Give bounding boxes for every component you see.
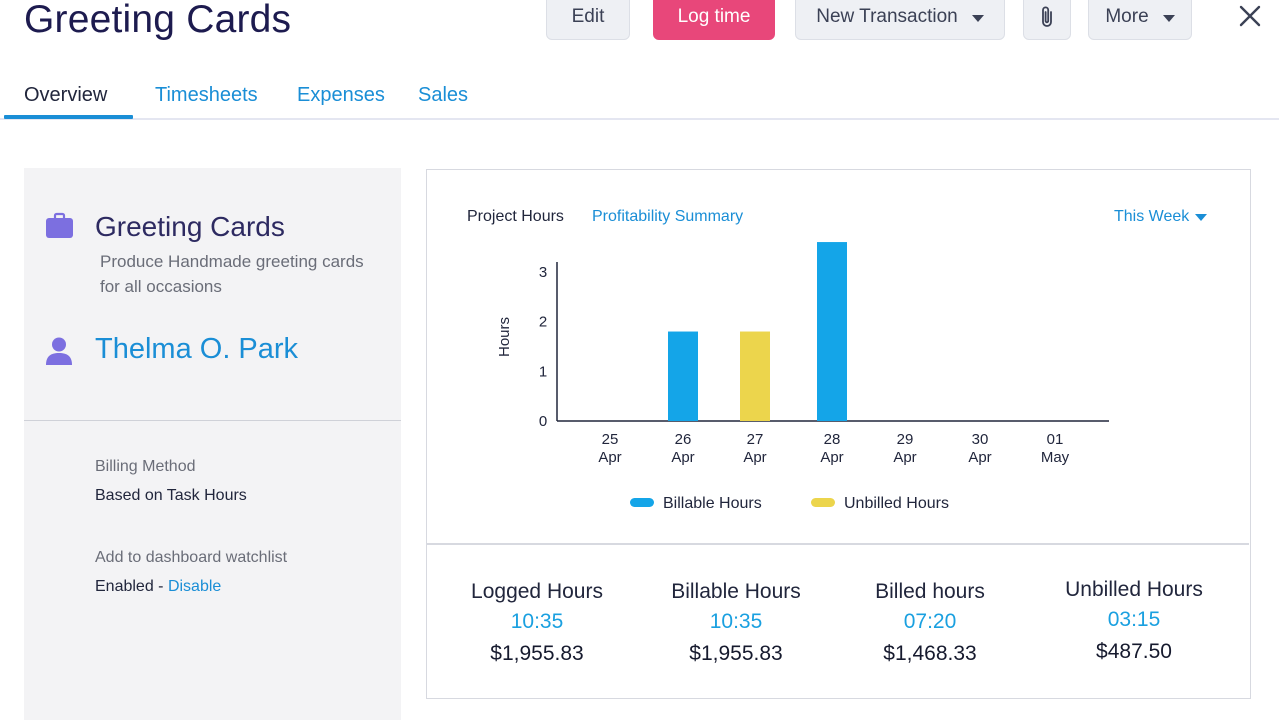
customer-name-link[interactable]: Thelma O. Park [95, 333, 299, 365]
card-divider [427, 543, 1249, 545]
x-tick-label: 01 [1047, 431, 1064, 448]
tab-bar: Overview Timesheets Expenses Sales [0, 78, 1279, 120]
stat-amount: $1,955.83 [490, 642, 584, 665]
x-tick-label: Apr [820, 449, 843, 466]
x-tick-label: Apr [598, 449, 621, 466]
disable-watchlist-link[interactable]: Disable [167, 578, 222, 595]
briefcase-icon [46, 212, 73, 238]
chevron-down-icon [1195, 213, 1208, 221]
x-tick-label: 30 [972, 431, 989, 448]
y-tick-label: 2 [539, 314, 547, 331]
tab-timesheets[interactable]: Timesheets [155, 84, 258, 106]
more-button-label: More [1105, 6, 1149, 27]
attachment-button[interactable] [1023, 0, 1071, 40]
tab-project-hours[interactable]: Project Hours [467, 208, 564, 225]
chevron-down-icon [971, 15, 984, 22]
x-tick-label: 29 [897, 431, 914, 448]
project-description: Produce Handmade greeting cards for all … [100, 252, 364, 296]
bar [817, 242, 847, 421]
watchlist-status: Enabled [95, 578, 154, 595]
active-tab-indicator [4, 115, 133, 119]
more-button[interactable]: More [1088, 0, 1192, 40]
stat-unbilled-hours: Unbilled Hours 03:15 $487.50 [1024, 578, 1244, 664]
x-tick-label: May [1041, 449, 1070, 466]
legend-swatch [811, 498, 835, 507]
legend-label: Billable Hours [663, 495, 762, 512]
x-tick-label: 27 [747, 431, 764, 448]
y-axis-label: Hours [496, 317, 513, 357]
billing-method-value: Based on Task Hours [95, 487, 247, 504]
edit-button-label: Edit [571, 6, 605, 27]
stat-label: Unbilled Hours [1065, 578, 1203, 601]
y-tick-label: 0 [539, 413, 547, 430]
x-tick-label: Apr [743, 449, 766, 466]
stat-label: Logged Hours [471, 580, 603, 603]
y-tick-label: 1 [539, 363, 547, 380]
stat-amount: $1,468.33 [883, 642, 977, 665]
user-icon [46, 337, 72, 365]
stat-label: Billable Hours [671, 580, 801, 603]
stat-billed-hours: Billed hours 07:20 $1,468.33 [820, 580, 1040, 666]
stat-time: 07:20 [903, 610, 957, 633]
legend-swatch [630, 498, 654, 507]
x-tick-label: Apr [671, 449, 694, 466]
stat-amount: $487.50 [1096, 640, 1172, 663]
section-divider [24, 420, 401, 421]
log-time-button-label: Log time [677, 6, 751, 27]
close-icon[interactable] [1236, 2, 1264, 30]
x-tick-label: 25 [602, 431, 619, 448]
page-title: Greeting Cards [24, 0, 292, 41]
x-tick-label: Apr [968, 449, 991, 466]
tab-overview[interactable]: Overview [24, 84, 108, 106]
stat-time: 10:35 [510, 610, 564, 633]
x-tick-label: 26 [675, 431, 692, 448]
bar [740, 331, 770, 421]
watchlist-value: Enabled - Disable [95, 578, 221, 596]
watchlist-separator: - [153, 578, 168, 595]
tab-expenses[interactable]: Expenses [297, 84, 385, 106]
tab-sales[interactable]: Sales [418, 84, 469, 106]
paperclip-icon [1042, 6, 1052, 27]
stat-amount: $1,955.83 [689, 642, 783, 665]
x-tick-label: 28 [824, 431, 841, 448]
log-time-button[interactable]: Log time [653, 0, 775, 40]
project-name: Greeting Cards [95, 211, 285, 242]
legend-label: Unbilled Hours [844, 495, 949, 512]
chevron-down-icon [1162, 15, 1175, 22]
stat-label: Billed hours [875, 580, 985, 603]
project-hours-card: Project Hours Profitability Summary This… [426, 169, 1251, 699]
period-dropdown[interactable]: This Week [1114, 208, 1208, 226]
project-hours-chart: 0123Hours25Apr26Apr27Apr28Apr29Apr30Apr0… [496, 242, 1109, 512]
new-transaction-button-label: New Transaction [816, 6, 958, 27]
y-tick-label: 3 [539, 264, 547, 281]
tab-profitability-summary[interactable]: Profitability Summary [592, 208, 744, 225]
period-label: This Week [1114, 208, 1190, 225]
stat-billable-hours: Billable Hours 10:35 $1,955.83 [626, 580, 846, 666]
billing-method-label: Billing Method [95, 458, 196, 475]
stat-logged-hours: Logged Hours 10:35 $1,955.83 [427, 580, 647, 666]
stat-time: 10:35 [709, 610, 763, 633]
new-transaction-button[interactable]: New Transaction [795, 0, 1005, 40]
x-tick-label: Apr [893, 449, 916, 466]
edit-button[interactable]: Edit [546, 0, 630, 40]
stat-time: 03:15 [1107, 608, 1161, 631]
watchlist-label: Add to dashboard watchlist [95, 549, 288, 566]
bar [668, 331, 698, 421]
project-details-panel: Greeting Cards Produce Handmade greeting… [24, 168, 401, 720]
